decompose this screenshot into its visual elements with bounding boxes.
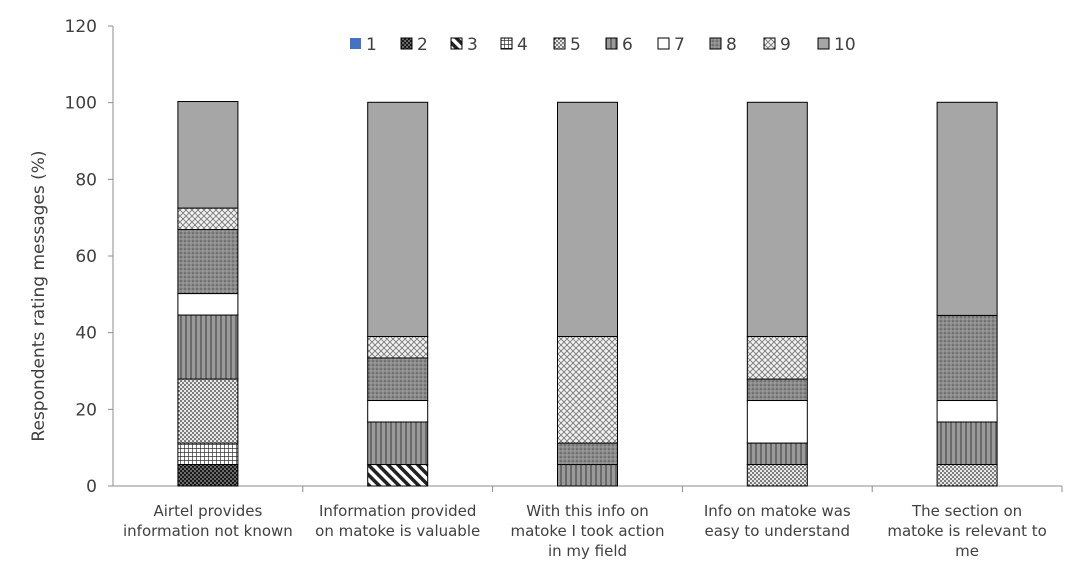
bar-segment-7 <box>746 400 808 444</box>
bar-segment-10 <box>936 101 998 316</box>
bar-segment-8 <box>367 357 429 402</box>
legend-label: 6 <box>622 35 633 55</box>
y-ticks: 0 20 40 60 80 100 120 <box>65 17 113 497</box>
legend-swatch-2 <box>400 37 413 50</box>
bar-segment-7 <box>936 400 998 423</box>
bar-segment-6 <box>367 421 429 466</box>
y-tick-label: 80 <box>75 170 97 190</box>
legend-swatch-6 <box>605 37 618 50</box>
legend-label: 1 <box>366 35 377 55</box>
bar-segment-9 <box>177 207 239 231</box>
y-tick-label: 60 <box>75 247 97 267</box>
legend-swatch-5 <box>553 37 566 50</box>
legend-label: 4 <box>517 35 528 55</box>
bar-segment-7 <box>367 400 429 423</box>
bar-segment-6 <box>936 421 998 466</box>
bar-segment-9 <box>557 336 618 444</box>
bar-segment-2 <box>177 464 239 487</box>
bar-segment-6 <box>177 314 239 380</box>
category-label: me <box>955 542 979 560</box>
bar-segment-5 <box>177 378 239 444</box>
category-label: Info on matoke was <box>704 502 851 520</box>
y-axis-label: Respondents rating messages (%) <box>29 150 49 441</box>
legend-swatch-8 <box>709 37 722 50</box>
bar-segment-5 <box>936 464 998 487</box>
bar-segment-10 <box>177 101 239 209</box>
legend-swatch-7 <box>657 37 670 50</box>
bar-segment-9 <box>746 336 808 380</box>
legend-swatch-10 <box>817 37 830 50</box>
legend-label: 8 <box>726 35 737 55</box>
bar-segment-3 <box>367 464 429 487</box>
category-label: With this info on <box>526 502 649 520</box>
legend-swatch-9 <box>763 37 776 50</box>
legend-swatch-3 <box>450 37 463 50</box>
category-label: in my field <box>548 542 627 560</box>
bar-segment-10 <box>367 101 429 337</box>
legend: 1 2 3 4 5 6 7 8 9 10 <box>350 35 856 55</box>
bars <box>177 101 1063 492</box>
y-tick-label: 100 <box>65 94 97 114</box>
bar-segment-8 <box>746 378 808 402</box>
y-tick-label: 0 <box>86 477 97 497</box>
bar-segment-10 <box>557 101 618 337</box>
category-label: easy to understand <box>705 522 851 540</box>
legend-swatch-1 <box>350 38 361 49</box>
legend-swatch-4 <box>500 37 513 50</box>
bar-segment-6 <box>557 464 618 487</box>
legend-label: 5 <box>570 35 581 55</box>
x-tick-labels: Airtel provides information not known Info… <box>123 502 1047 560</box>
legend-label: 10 <box>834 35 856 55</box>
category-label: on matoke is valuable <box>315 522 480 540</box>
category-label: Airtel provides <box>154 502 263 520</box>
bar-segment-7 <box>177 293 239 316</box>
category-label: matoke is relevant to <box>887 522 1047 540</box>
bar-segment-8 <box>557 442 618 466</box>
bar-segment-5 <box>746 464 808 487</box>
bar-segment-8 <box>177 229 239 295</box>
legend-label: 3 <box>467 35 478 55</box>
bar-segment-9 <box>367 336 429 359</box>
category-label: Information provided <box>319 502 476 520</box>
legend-label: 2 <box>417 35 428 55</box>
y-tick-label: 40 <box>75 324 97 344</box>
legend-label: 9 <box>780 35 791 55</box>
category-label: The section on <box>911 502 1022 520</box>
category-label: matoke I took action <box>510 522 664 540</box>
bar-segment-4 <box>177 442 239 466</box>
y-tick-label: 120 <box>65 17 97 37</box>
bar-segment-6 <box>746 442 808 466</box>
y-tick-label: 20 <box>75 400 97 420</box>
bar-segment-8 <box>936 314 998 402</box>
bar-segment-10 <box>746 101 808 337</box>
category-label: information not known <box>123 522 293 540</box>
legend-label: 7 <box>674 35 685 55</box>
